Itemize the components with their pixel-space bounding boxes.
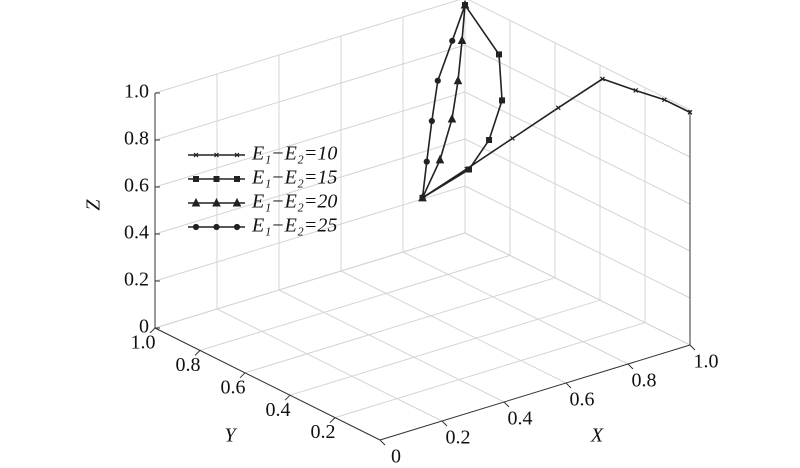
data-line — [422, 4, 503, 199]
x-tick-label: 1.0 — [694, 351, 719, 373]
x-tick — [503, 401, 510, 408]
legend-label: E₁−E₂=25 — [251, 215, 337, 237]
grid-line — [154, 138, 466, 235]
marker — [461, 1, 469, 9]
x-axis-label: X — [590, 425, 604, 447]
grid-line — [199, 254, 511, 351]
data-line — [422, 78, 691, 199]
z-tick-label: 0.8 — [124, 128, 149, 150]
x-tick-label: 0.6 — [570, 389, 595, 411]
x-tick-label: 0.2 — [446, 427, 471, 449]
grid-line — [464, 44, 691, 158]
y-tick-label: 0.6 — [221, 376, 246, 398]
grid-line — [154, 91, 466, 188]
legend-marker — [193, 152, 199, 158]
grid-line — [278, 289, 505, 403]
x-tick — [627, 363, 634, 370]
z-tick-label: 0.2 — [124, 269, 149, 291]
legend-marker — [234, 152, 240, 158]
x-tick — [565, 382, 572, 389]
grid-line — [340, 270, 567, 384]
grid-line — [464, 185, 691, 299]
x-tick-label: 0.4 — [508, 408, 533, 430]
y-tick — [329, 417, 336, 423]
legend-marker — [213, 223, 220, 231]
marker — [457, 35, 467, 44]
axis-edge — [379, 344, 691, 441]
marker — [435, 154, 445, 164]
marker — [466, 166, 472, 173]
marker — [453, 75, 463, 85]
legend-label: E₁−E₂=15 — [251, 167, 337, 189]
z-axis-label: Z — [83, 199, 105, 211]
marker — [428, 117, 435, 125]
y-tick — [149, 327, 156, 334]
axis-edge — [154, 327, 381, 441]
marker — [633, 88, 639, 93]
grid-line — [154, 0, 461, 94]
marker — [434, 77, 441, 84]
legend-marker — [233, 223, 241, 231]
marker — [419, 194, 426, 201]
legend-marker — [232, 197, 242, 207]
legend-marker — [192, 223, 200, 231]
y-axis-label: Y — [224, 425, 237, 447]
y-tick-label: 0.2 — [311, 421, 336, 443]
grid-line — [402, 251, 629, 365]
y-tick-label: 0.4 — [266, 399, 291, 421]
marker — [600, 76, 605, 82]
x-tick-label: 0 — [391, 446, 401, 468]
legend-marker — [212, 197, 221, 207]
data-line — [421, 4, 466, 198]
grid-line — [334, 322, 646, 419]
marker — [449, 37, 456, 44]
legend-marker — [213, 176, 220, 182]
z-tick-label: 1.0 — [124, 81, 149, 103]
x-tick — [689, 344, 696, 351]
marker — [496, 51, 502, 58]
marker — [555, 105, 561, 111]
grid-line — [154, 185, 466, 282]
legend-label: E₁−E₂=10 — [251, 143, 337, 165]
legend-marker — [193, 176, 199, 182]
grid-line — [154, 232, 466, 329]
z-tick-label: 0 — [139, 316, 149, 338]
marker — [499, 97, 506, 104]
marker — [447, 113, 457, 123]
y-tick — [194, 350, 201, 356]
marker — [510, 135, 515, 141]
grid-line — [464, 232, 691, 346]
marker — [486, 137, 493, 144]
grid-line — [467, 0, 691, 111]
marker — [423, 158, 430, 165]
x-tick-label: 0.8 — [632, 370, 657, 392]
grid-line — [244, 277, 556, 374]
marker — [661, 97, 667, 103]
y-tick-label: 1.0 — [131, 332, 156, 354]
y-tick-label: 0.8 — [176, 354, 201, 376]
legend-label: E₁−E₂=20 — [251, 191, 337, 213]
marker — [687, 109, 693, 115]
y-tick — [239, 372, 246, 379]
x-tick — [441, 420, 448, 427]
legend-marker — [234, 176, 240, 182]
legend-marker — [214, 152, 219, 158]
x-tick — [379, 439, 386, 446]
y-tick — [284, 394, 291, 401]
grid-line — [216, 308, 443, 422]
z-tick-label: 0.6 — [124, 175, 149, 197]
legend-marker — [191, 197, 201, 207]
grid-line — [464, 138, 691, 252]
grid-line — [154, 44, 466, 141]
grid-line — [464, 91, 691, 205]
data-line — [421, 4, 466, 199]
grid-line — [289, 299, 601, 396]
z-tick-label: 0.4 — [124, 222, 149, 244]
